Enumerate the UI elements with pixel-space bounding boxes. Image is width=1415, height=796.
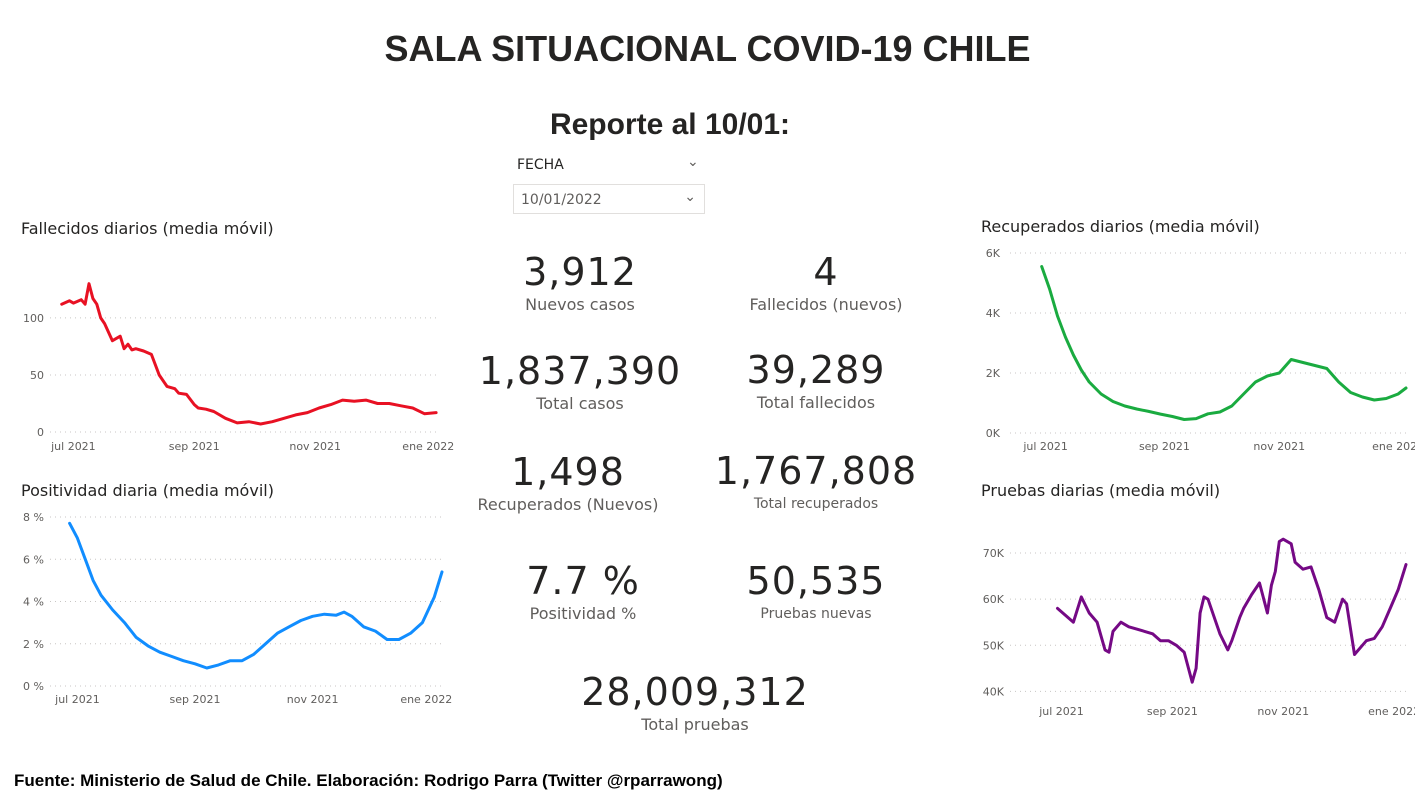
y-tick-label: 2 % (23, 638, 44, 651)
y-tick-label: 2K (986, 367, 1001, 380)
x-tick-label: jul 2021 (1038, 705, 1084, 718)
x-tick-label: nov 2021 (1257, 705, 1309, 718)
y-tick-label: 8 % (23, 511, 44, 524)
x-tick-label: ene 2022 (402, 440, 454, 453)
kpi-value: 1,498 (511, 450, 625, 494)
fecha-slicer-label: FECHA (517, 157, 564, 173)
fecha-slicer-dropdown[interactable]: 10/01/2022 ⌄ (513, 184, 705, 214)
x-tick-label: ene 2022 (400, 693, 452, 706)
chart-title-positividad: Positividad diaria (media móvil) (21, 481, 274, 500)
kpi-value: 4 (813, 250, 839, 294)
chart-title-recuperados: Recuperados diarios (media móvil) (981, 217, 1260, 236)
y-tick-label: 60K (983, 593, 1005, 606)
x-tick-label: ene 2022 (1372, 440, 1415, 453)
y-tick-label: 0 (37, 426, 44, 439)
series-line (60, 282, 438, 426)
y-tick-label: 50K (983, 639, 1005, 652)
kpi-label: Nuevos casos (525, 295, 635, 314)
fecha-slicer-value: 10/01/2022 (521, 192, 602, 208)
chart-recuperados: 0K 2K 4K 6K jul 2021 sep 2021 nov 2021 ene 2022 (986, 247, 1415, 453)
x-tick-label: sep 2021 (169, 440, 220, 453)
x-tick-label: jul 2021 (1022, 440, 1068, 453)
kpi-positividad: 7.7 % Positividad % (473, 559, 693, 625)
kpi-total-casos: 1,837,390 Total casos (460, 349, 700, 415)
source-footer: Fuente: Ministerio de Salud de Chile. El… (14, 771, 723, 790)
kpi-label: Total fallecidos (756, 393, 876, 412)
y-tick-label: 50 (30, 369, 44, 382)
kpi-total-pruebas: 28,009,312 Total pruebas (555, 670, 835, 736)
kpi-nuevos-casos: 3,912 Nuevos casos (470, 250, 690, 316)
kpi-value: 1,837,390 (478, 349, 682, 393)
x-tick-label: ene 2022 (1368, 705, 1415, 718)
kpi-label: Positividad % (529, 604, 637, 623)
y-tick-label: 40K (983, 685, 1005, 698)
chart-title-fallecidos: Fallecidos diarios (media móvil) (21, 219, 274, 238)
y-tick-label: 0 % (23, 680, 44, 693)
chart-pruebas: 40K 50K 60K 70K jul 2021 sep 2021 nov 2021 ene … (983, 537, 1415, 718)
chart-positividad: 0 % 2 % 4 % 6 % 8 % jul 2021 sep 2021 nov 2021 e… (23, 511, 452, 706)
chevron-down-icon: ⌄ (684, 189, 696, 205)
y-tick-label: 6K (986, 247, 1001, 260)
kpi-value: 3,912 (523, 250, 637, 294)
y-tick-label: 0K (986, 427, 1001, 440)
series-line (68, 521, 444, 670)
kpi-label: Total recuperados (753, 496, 879, 512)
report-date-heading: Reporte al 10/01: (549, 108, 791, 141)
kpi-fallecidos-nuevos: 4 Fallecidos (nuevos) (716, 250, 936, 316)
x-tick-label: nov 2021 (287, 693, 339, 706)
chart-fallecidos: 0 50 100 jul 2021 sep 2021 nov 2021 ene 2022 (23, 282, 454, 453)
kpi-label: Total pruebas (641, 715, 749, 734)
x-tick-label: nov 2021 (289, 440, 341, 453)
x-tick-label: nov 2021 (1253, 440, 1305, 453)
chevron-down-icon[interactable]: ⌄ (687, 154, 699, 170)
series-line (1056, 537, 1408, 684)
series-line (1040, 265, 1408, 421)
kpi-pruebas-nuevas: 50,535 Pruebas nuevas (706, 559, 926, 625)
y-tick-label: 4K (986, 307, 1001, 320)
y-tick-label: 4 % (23, 596, 44, 609)
x-tick-label: sep 2021 (1147, 705, 1198, 718)
kpi-recuperados-nuevos: 1,498 Recuperados (Nuevos) (458, 450, 678, 516)
kpi-label: Recuperados (Nuevos) (477, 495, 659, 514)
y-tick-label: 6 % (23, 553, 44, 566)
chart-title-pruebas: Pruebas diarias (media móvil) (981, 481, 1221, 500)
x-tick-label: sep 2021 (170, 693, 221, 706)
y-tick-label: 100 (23, 312, 44, 325)
kpi-value: 28,009,312 (581, 670, 809, 714)
kpi-total-recuperados: 1,767,808 Total recuperados (696, 449, 936, 515)
kpi-value: 7.7 % (526, 559, 640, 603)
x-tick-label: jul 2021 (54, 693, 100, 706)
kpi-label: Total casos (536, 394, 624, 413)
kpi-value: 39,289 (746, 348, 886, 392)
kpi-total-fallecidos: 39,289 Total fallecidos (706, 348, 926, 414)
kpi-label: Pruebas nuevas (760, 606, 872, 622)
kpi-value: 50,535 (746, 559, 886, 603)
kpi-label: Fallecidos (nuevos) (749, 295, 903, 314)
y-tick-label: 70K (983, 547, 1005, 560)
kpi-value: 1,767,808 (714, 449, 918, 493)
x-tick-label: sep 2021 (1139, 440, 1190, 453)
x-tick-label: jul 2021 (50, 440, 96, 453)
page-title: SALA SITUACIONAL COVID-19 CHILE (384, 28, 1031, 69)
